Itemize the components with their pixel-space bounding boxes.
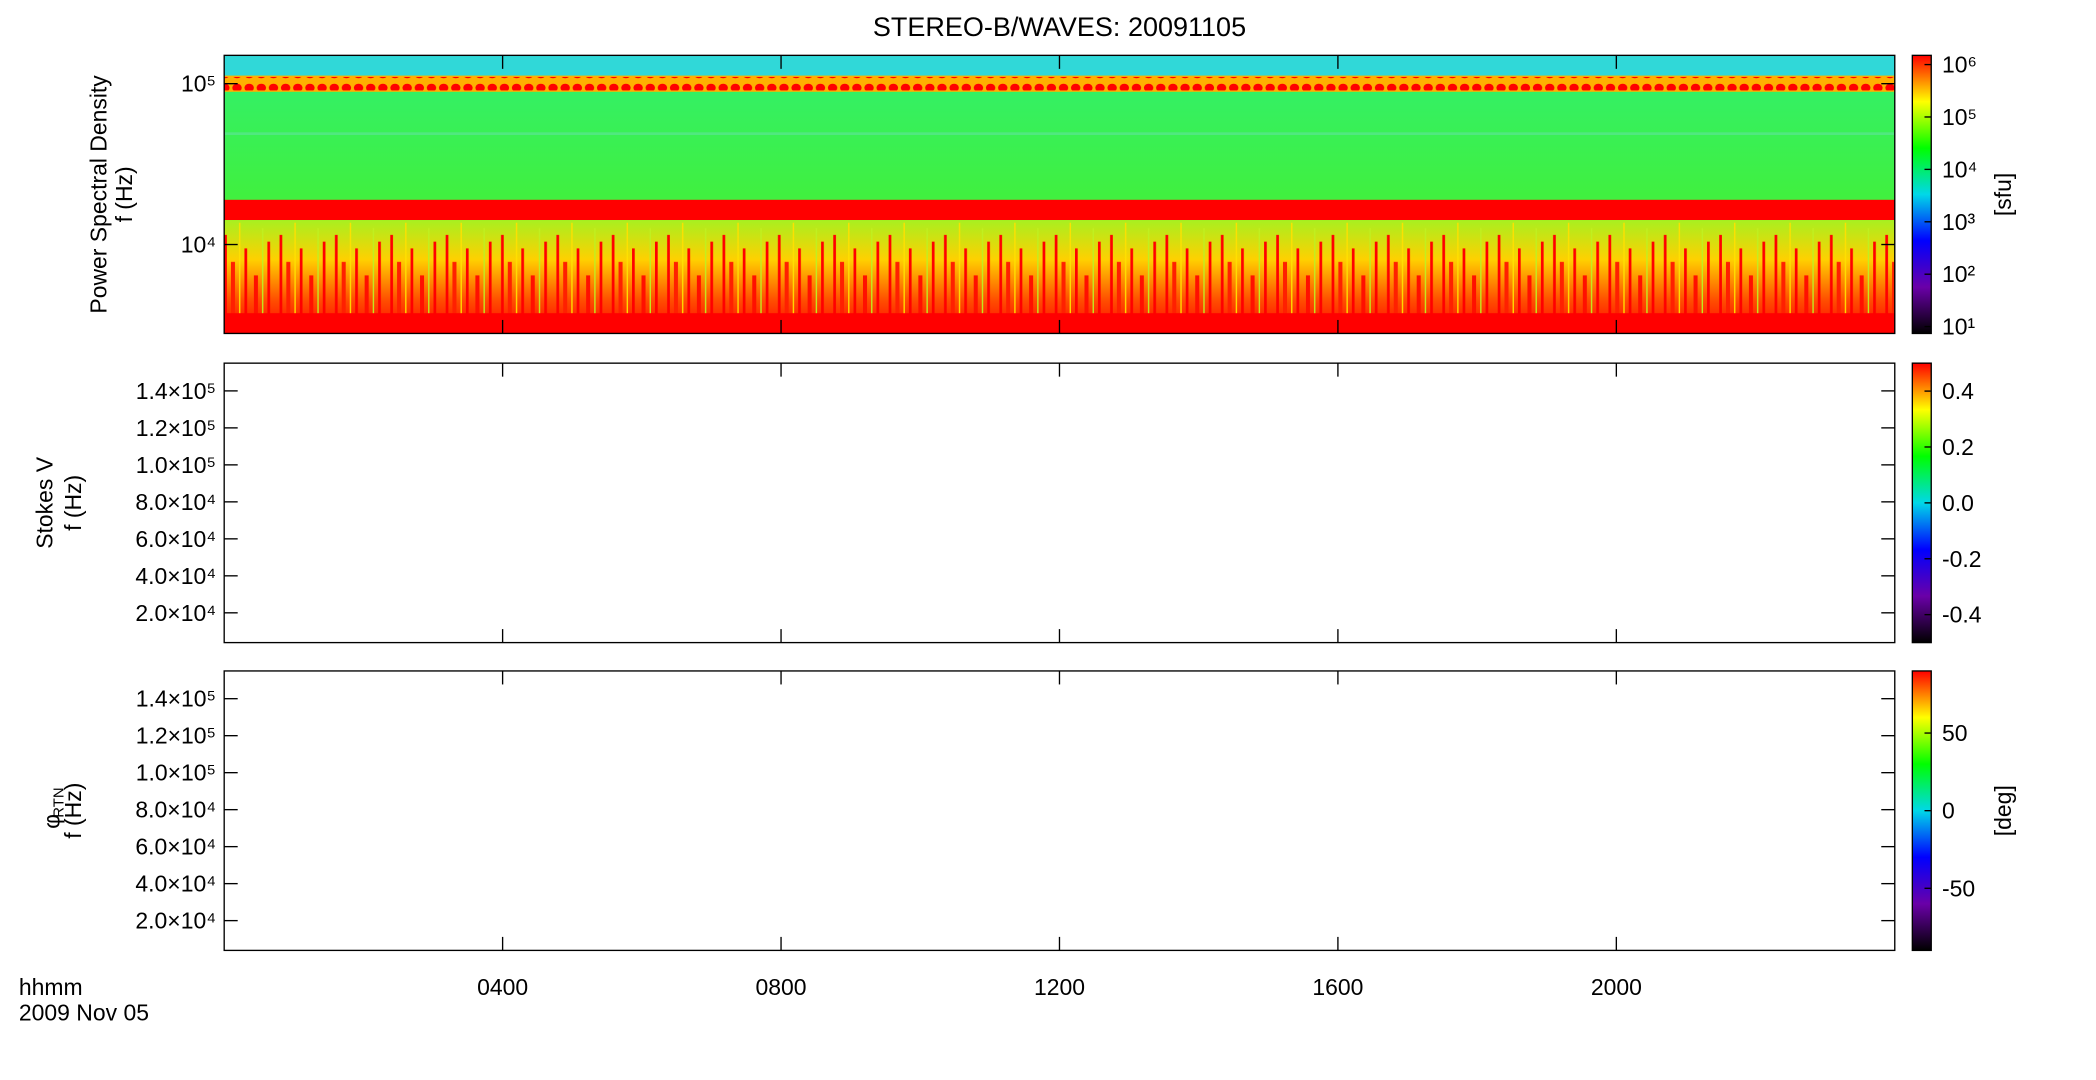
y-tick-label: 6.0×10⁴ <box>135 834 216 860</box>
colorbar-tick-label: 0.4 <box>1942 378 1974 404</box>
y-tick-label: 2.0×10⁴ <box>135 908 216 934</box>
colorbar-unit: [deg] <box>1990 785 2016 836</box>
y-tick-label: 4.0×10⁴ <box>135 563 216 589</box>
y-axis-label: f (Hz) <box>60 475 86 531</box>
panel-frame <box>223 670 1896 952</box>
colorbar <box>1911 54 1932 335</box>
y-tick-label: 1.2×10⁵ <box>136 415 216 441</box>
x-tick-label: 1600 <box>1312 974 1363 1000</box>
colorbar-unit: [sfu] <box>1990 173 2016 216</box>
x-tick-label: 0400 <box>477 974 528 1000</box>
spectrogram-image <box>224 55 1895 334</box>
colorbar-tick-label: 50 <box>1942 720 1968 746</box>
colorbar-tick-label: 0 <box>1942 798 1955 824</box>
colorbar-tick-label: -0.4 <box>1942 602 1982 628</box>
colorbar-tick-label: -0.2 <box>1942 546 1982 572</box>
y-tick-label: 1.4×10⁵ <box>136 378 216 404</box>
y-axis-label: f (Hz) <box>60 783 86 839</box>
x-axis-label: hhmm <box>19 974 83 1000</box>
y-axis-symbol: φ <box>38 814 64 829</box>
colorbar-tick-label: 10³ <box>1942 209 1976 235</box>
x-tick-label: 2000 <box>1591 974 1642 1000</box>
y-tick-label: 1.0×10⁵ <box>136 452 216 478</box>
x-axis-date: 2009 Nov 05 <box>19 1000 149 1026</box>
y-axis-subscript: RTN <box>51 787 67 817</box>
y-tick-label: 6.0×10⁴ <box>135 526 216 552</box>
y-tick-label: 1.4×10⁵ <box>136 686 216 712</box>
x-tick-label: 1200 <box>1034 974 1085 1000</box>
colorbar-tick-label: 10⁵ <box>1942 104 1977 130</box>
colorbar-tick-label: -50 <box>1942 875 1975 901</box>
y-tick-label: 8.0×10⁴ <box>135 797 216 823</box>
y-tick-label: 10⁵ <box>181 71 216 97</box>
colorbar-tick-label: 10⁶ <box>1942 52 1977 78</box>
y-axis-label: Power Spectral Density <box>86 75 112 314</box>
chart-title: STEREO-B/WAVES: 20091105 <box>873 12 1246 42</box>
colorbar-tick-label: 0.0 <box>1942 490 1974 516</box>
y-tick-label: 4.0×10⁴ <box>135 871 216 897</box>
x-tick-label: 0800 <box>756 974 807 1000</box>
y-tick-label: 10⁴ <box>181 232 216 258</box>
colorbar-tick-label: 10⁴ <box>1942 156 1977 182</box>
panel-frame <box>223 362 1896 644</box>
y-tick-label: 2.0×10⁴ <box>135 600 216 626</box>
y-axis-label: Stokes V <box>32 456 58 548</box>
y-axis-label: f (Hz) <box>111 166 137 222</box>
y-tick-label: 1.0×10⁵ <box>136 760 216 786</box>
y-tick-label: 1.2×10⁵ <box>136 723 216 749</box>
colorbar-tick-label: 10¹ <box>1942 314 1976 340</box>
colorbar-tick-label: 10² <box>1942 261 1976 287</box>
y-tick-label: 8.0×10⁴ <box>135 489 216 515</box>
colorbar-tick-label: 0.2 <box>1942 434 1974 460</box>
